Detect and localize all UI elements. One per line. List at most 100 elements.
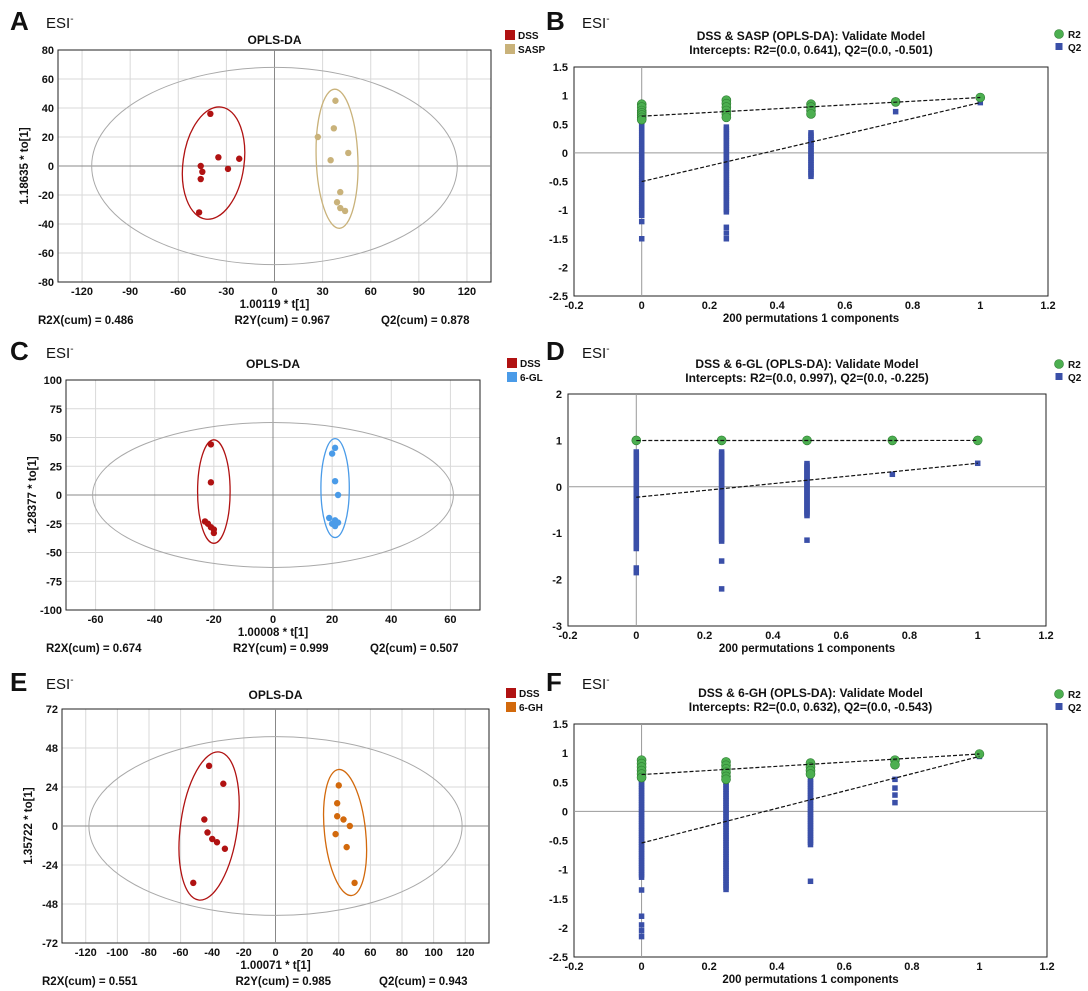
x-tick-label: -100 — [106, 947, 128, 959]
x-tick-label: -60 — [173, 947, 189, 959]
legend-label: Q2 — [1068, 703, 1082, 714]
y-tick-label: -3 — [552, 621, 562, 633]
esi-label: ESI- — [46, 675, 74, 693]
x-tick-label: -90 — [122, 286, 138, 298]
data-point — [204, 829, 211, 836]
plot-frame — [567, 393, 1047, 627]
legend-swatch — [505, 44, 515, 54]
permutation-plot-f: F ESI- DSS & 6-GH (OPLS-DA): Validate Mode… — [546, 667, 1082, 986]
x-tick-label: 0 — [639, 961, 645, 973]
plot-frame — [573, 723, 1048, 958]
panel-letter: F — [546, 667, 562, 697]
y-axis-label: 1.28377 * to[1] — [27, 456, 39, 534]
group-ellipse — [181, 106, 246, 220]
q2-point — [974, 460, 981, 467]
x-tick-label: -0.2 — [565, 961, 584, 973]
x-tick-label: 0 — [272, 947, 278, 959]
plot-frame — [573, 66, 1049, 297]
data-point — [330, 125, 338, 132]
y-tick-label: 100 — [44, 375, 62, 387]
x-tick-label: 1.2 — [1040, 300, 1055, 312]
x-tick-label: -120 — [71, 286, 93, 298]
esi-superscript: - — [70, 344, 73, 355]
x-tick-label: 0.8 — [905, 300, 920, 312]
esi-superscript: - — [606, 344, 609, 355]
data-point — [195, 209, 203, 216]
legend-label: SASP — [518, 45, 546, 56]
x-tick-label: 60 — [444, 614, 456, 626]
data-point — [220, 780, 227, 787]
hotelling-t2-ellipse — [88, 736, 463, 916]
x-tick-label: 1 — [977, 300, 983, 312]
q2-point — [633, 565, 640, 571]
y-tick-label: 72 — [46, 704, 58, 716]
group-ellipse — [320, 438, 350, 539]
stat-label: R2X(cum) = 0.551 — [42, 976, 138, 988]
data-point — [334, 519, 342, 526]
y-tick-label: 20 — [42, 132, 54, 144]
q2-point — [723, 224, 730, 231]
y-tick-label: -1 — [558, 865, 568, 877]
plot-title: DSS & 6-GL (OPLS-DA): Validate Model — [695, 357, 918, 371]
q2-point — [892, 776, 898, 783]
r2-point — [636, 772, 647, 783]
data-point — [207, 441, 215, 448]
q2-point — [638, 218, 645, 225]
x-tick-label: 0.4 — [769, 300, 785, 312]
x-tick-label: 0 — [271, 286, 277, 298]
legend-swatch — [505, 30, 515, 40]
plot-subtitle: Intercepts: R2=(0.0, 0.632), Q2=(0.0, -0… — [689, 700, 932, 714]
x-tick-label: -60 — [88, 614, 104, 626]
legend-q2-marker — [1055, 703, 1063, 710]
plot-title: DSS & 6-GH (OPLS-DA): Validate Model — [698, 686, 923, 700]
r2-point — [805, 769, 816, 779]
legend-label: R2 — [1068, 360, 1081, 371]
q2-regression-line — [636, 462, 978, 498]
y-tick-label: 1 — [562, 748, 568, 760]
y-tick-label: -50 — [46, 548, 62, 560]
stat-label: Q2(cum) = 0.507 — [370, 643, 459, 655]
plot-subtitle: Intercepts: R2=(0.0, 0.641), Q2=(0.0, -0… — [689, 43, 932, 57]
plot-subtitle: Intercepts: R2=(0.0, 0.997), Q2=(0.0, -0… — [685, 371, 928, 385]
legend-q2-marker — [1055, 43, 1063, 50]
q2-point — [723, 230, 730, 236]
plot-title: OPLS-DA — [246, 357, 300, 371]
group-ellipse — [196, 439, 231, 544]
x-tick-label: 0.8 — [904, 961, 919, 973]
x-tick-label: -20 — [206, 614, 222, 626]
r2-point — [890, 759, 900, 770]
x-tick-label: 120 — [458, 286, 476, 298]
x-tick-label: 0.4 — [769, 961, 785, 973]
x-tick-label: 1 — [976, 961, 982, 973]
x-tick-label: 20 — [301, 947, 313, 959]
y-tick-label: -24 — [42, 860, 59, 872]
data-point — [213, 839, 221, 846]
x-tick-label: 0 — [270, 614, 276, 626]
data-point — [334, 491, 342, 499]
permutation-plot-b: B ESI- DSS & SASP (OPLS-DA): Validate Mode… — [546, 6, 1082, 325]
data-point — [201, 816, 208, 823]
y-tick-label: -0.5 — [549, 177, 568, 189]
q2-point — [892, 108, 899, 115]
esi-label: ESI- — [46, 344, 74, 362]
q2-point — [638, 922, 645, 928]
legend-label: 6-GH — [519, 703, 543, 714]
x-tick-label: 90 — [413, 286, 425, 298]
x-tick-label: 0 — [639, 300, 645, 312]
data-point — [207, 479, 215, 486]
legend-swatch — [507, 358, 517, 368]
q2-point — [718, 586, 725, 592]
data-point — [337, 204, 344, 212]
legend-label: Q2 — [1068, 43, 1082, 54]
panel-f: F ESI- DSS & 6-GH (OPLS-DA): Validate Mode… — [544, 661, 1088, 991]
y-tick-label: 1 — [562, 91, 568, 103]
y-tick-label: -60 — [38, 248, 54, 260]
x-tick-label: -40 — [147, 614, 163, 626]
y-axis-label: 1.18635 * to[1] — [19, 127, 31, 205]
q2-point — [892, 799, 898, 806]
group-ellipse — [315, 88, 359, 229]
y-tick-label: -48 — [42, 899, 58, 911]
y-tick-label: -80 — [38, 277, 54, 289]
esi-superscript: - — [606, 675, 609, 686]
x-tick-label: 0.2 — [697, 630, 712, 642]
